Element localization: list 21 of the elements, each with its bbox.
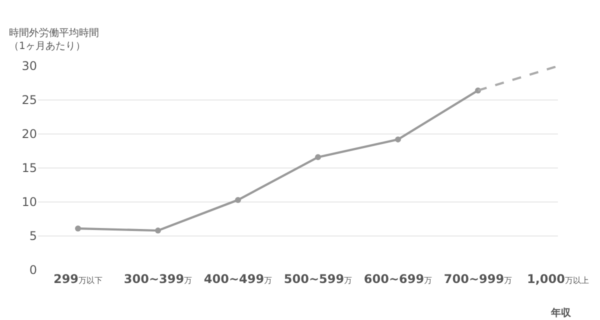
x-tick-label: 500~599万 (284, 272, 352, 286)
y-tick-label: 15 (22, 161, 37, 176)
point (315, 154, 321, 160)
point (75, 226, 81, 232)
point (395, 136, 401, 142)
x-tick-label: 400~499万 (204, 272, 272, 286)
y-tick-label: 0 (29, 263, 37, 278)
x-tick-label: 300~399万 (124, 272, 192, 286)
x-tick-label: 700~999万 (444, 272, 512, 286)
y-tick-label: 10 (22, 195, 37, 210)
y-tick-label: 20 (22, 127, 37, 142)
y-axis-title: 時間外労働平均時間（1ヶ月あたり） (9, 27, 99, 52)
y-tick-label: 25 (22, 93, 37, 108)
point (155, 228, 161, 234)
x-tick-label: 299万以下 (53, 272, 103, 286)
y-tick-label: 5 (29, 229, 37, 244)
y-tick-label: 30 (22, 59, 37, 74)
x-tick-label: 1,000万以上 (527, 272, 589, 286)
point (235, 196, 241, 203)
x-axis-title: 年収 (550, 307, 572, 319)
x-tick-label: 600~699万 (364, 272, 432, 286)
